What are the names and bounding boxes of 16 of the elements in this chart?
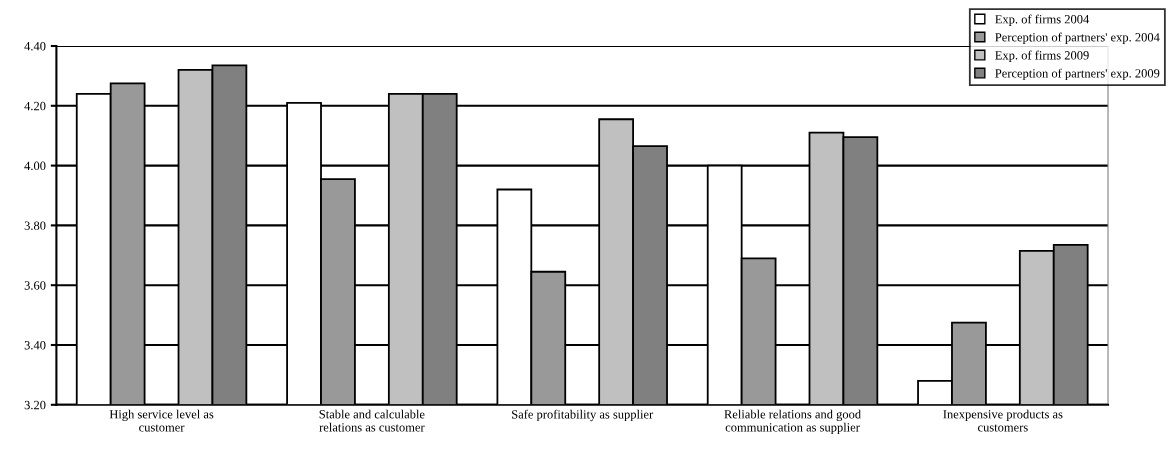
y-tick-label: 3.60 [24, 281, 46, 290]
y-tick-label: 4.40 [24, 42, 46, 51]
x-tick-label: Safe profitability as supplier [512, 409, 654, 422]
x-tick-label: High service level as customer [109, 409, 214, 432]
y-tick-label: 4.20 [24, 101, 46, 111]
legend-label: Perception of partners' exp. 2009 [995, 68, 1160, 81]
legend-label: Exp. of firms 2009 [995, 50, 1089, 63]
y-tick-label: 3.20 [24, 400, 46, 410]
legend-label: Exp. of firms 2004 [995, 14, 1090, 26]
x-tick-label: Inexpensive products as customers [943, 409, 1063, 432]
x-tick-label: Stable and calculable relations as customer [319, 409, 425, 432]
legend-label: Perception of partners' exp. 2004 [995, 32, 1160, 45]
x-tick-label: Reliable relations and good communication as supplier [724, 409, 861, 435]
y-tick-label: 3.40 [24, 341, 46, 350]
y-tick-label: 4.00 [24, 161, 46, 171]
y-tick-label: 3.80 [24, 221, 46, 230]
